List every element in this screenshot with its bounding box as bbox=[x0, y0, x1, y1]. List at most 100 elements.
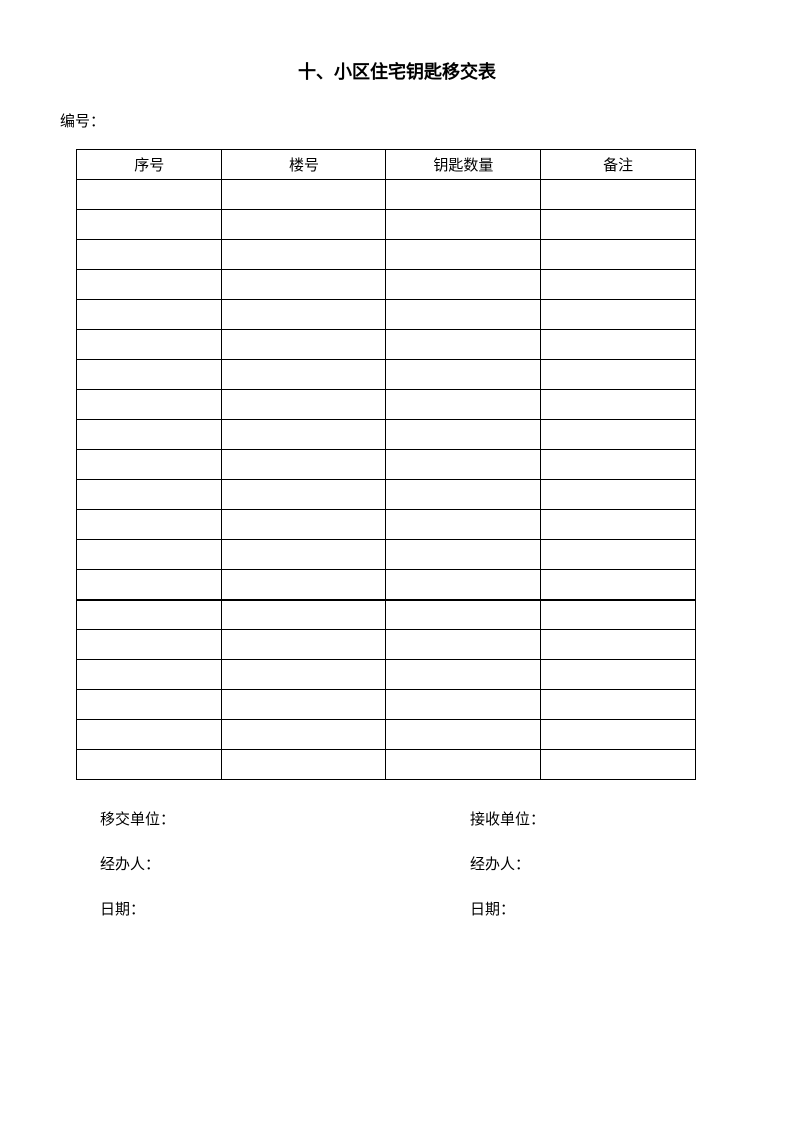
transfer-date-label: 日期： bbox=[100, 898, 470, 919]
table-cell bbox=[541, 630, 696, 660]
table-cell bbox=[541, 480, 696, 510]
transfer-handler-label: 经办人： bbox=[100, 853, 470, 874]
table-cell bbox=[386, 480, 541, 510]
table-cell bbox=[541, 720, 696, 750]
table-cell bbox=[222, 540, 386, 570]
key-transfer-table-container: 序号 楼号 钥匙数量 备注 bbox=[76, 149, 696, 780]
table-row bbox=[77, 750, 696, 780]
signature-date-row: 日期： 日期： bbox=[100, 898, 794, 919]
table-cell bbox=[386, 180, 541, 210]
table-row bbox=[77, 720, 696, 750]
table-cell bbox=[222, 600, 386, 630]
table-cell bbox=[386, 510, 541, 540]
transfer-unit-label: 移交单位： bbox=[100, 808, 470, 829]
column-header-serial: 序号 bbox=[77, 150, 222, 180]
table-cell bbox=[77, 360, 222, 390]
table-row bbox=[77, 600, 696, 630]
table-cell bbox=[386, 210, 541, 240]
table-cell bbox=[541, 240, 696, 270]
table-cell bbox=[77, 480, 222, 510]
table-cell bbox=[386, 600, 541, 630]
table-cell bbox=[222, 390, 386, 420]
table-cell bbox=[77, 300, 222, 330]
table-cell bbox=[541, 540, 696, 570]
table-row bbox=[77, 570, 696, 600]
table-cell bbox=[222, 360, 386, 390]
table-cell bbox=[541, 450, 696, 480]
table-row bbox=[77, 390, 696, 420]
table-cell bbox=[541, 660, 696, 690]
table-cell bbox=[222, 180, 386, 210]
table-cell bbox=[77, 600, 222, 630]
table-cell bbox=[386, 690, 541, 720]
table-cell bbox=[77, 690, 222, 720]
table-row bbox=[77, 270, 696, 300]
table-cell bbox=[222, 690, 386, 720]
table-cell bbox=[77, 420, 222, 450]
table-cell bbox=[386, 540, 541, 570]
serial-number-label: 编号： bbox=[60, 110, 794, 131]
table-cell bbox=[222, 570, 386, 600]
table-cell bbox=[386, 330, 541, 360]
column-header-keycount: 钥匙数量 bbox=[386, 150, 541, 180]
table-cell bbox=[77, 630, 222, 660]
signature-unit-row: 移交单位： 接收单位： bbox=[100, 808, 794, 829]
table-row bbox=[77, 360, 696, 390]
table-cell bbox=[386, 360, 541, 390]
table-cell bbox=[541, 600, 696, 630]
table-cell bbox=[541, 390, 696, 420]
table-cell bbox=[77, 510, 222, 540]
table-row bbox=[77, 540, 696, 570]
table-cell bbox=[77, 720, 222, 750]
table-cell bbox=[386, 420, 541, 450]
table-cell bbox=[77, 180, 222, 210]
table-cell bbox=[222, 630, 386, 660]
table-row bbox=[77, 240, 696, 270]
table-cell bbox=[386, 630, 541, 660]
key-transfer-table: 序号 楼号 钥匙数量 备注 bbox=[76, 149, 696, 780]
table-cell bbox=[222, 330, 386, 360]
table-cell bbox=[386, 720, 541, 750]
table-cell bbox=[541, 180, 696, 210]
table-cell bbox=[541, 210, 696, 240]
column-header-remark: 备注 bbox=[541, 150, 696, 180]
table-cell bbox=[222, 210, 386, 240]
table-cell bbox=[77, 330, 222, 360]
table-cell bbox=[77, 750, 222, 780]
table-cell bbox=[77, 570, 222, 600]
table-cell bbox=[222, 420, 386, 450]
table-cell bbox=[386, 300, 541, 330]
table-cell bbox=[77, 450, 222, 480]
table-row bbox=[77, 510, 696, 540]
table-cell bbox=[386, 570, 541, 600]
table-cell bbox=[77, 390, 222, 420]
table-cell bbox=[77, 270, 222, 300]
table-cell bbox=[222, 240, 386, 270]
table-cell bbox=[541, 750, 696, 780]
table-cell bbox=[77, 210, 222, 240]
table-cell bbox=[222, 270, 386, 300]
table-cell bbox=[541, 510, 696, 540]
table-row bbox=[77, 660, 696, 690]
receive-handler-label: 经办人： bbox=[470, 853, 794, 874]
table-cell bbox=[541, 690, 696, 720]
table-cell bbox=[541, 360, 696, 390]
table-cell bbox=[222, 750, 386, 780]
signature-section: 移交单位： 接收单位： 经办人： 经办人： 日期： 日期： bbox=[100, 808, 794, 919]
table-cell bbox=[222, 450, 386, 480]
table-row bbox=[77, 330, 696, 360]
table-body bbox=[77, 180, 696, 780]
table-cell bbox=[77, 240, 222, 270]
table-cell bbox=[541, 570, 696, 600]
table-row bbox=[77, 450, 696, 480]
table-row bbox=[77, 210, 696, 240]
table-cell bbox=[541, 270, 696, 300]
page-title: 十、小区住宅钥匙移交表 bbox=[0, 0, 794, 110]
table-cell bbox=[222, 510, 386, 540]
table-cell bbox=[77, 540, 222, 570]
receive-date-label: 日期： bbox=[470, 898, 794, 919]
table-cell bbox=[222, 660, 386, 690]
table-cell bbox=[386, 450, 541, 480]
table-cell bbox=[222, 480, 386, 510]
table-cell bbox=[222, 300, 386, 330]
